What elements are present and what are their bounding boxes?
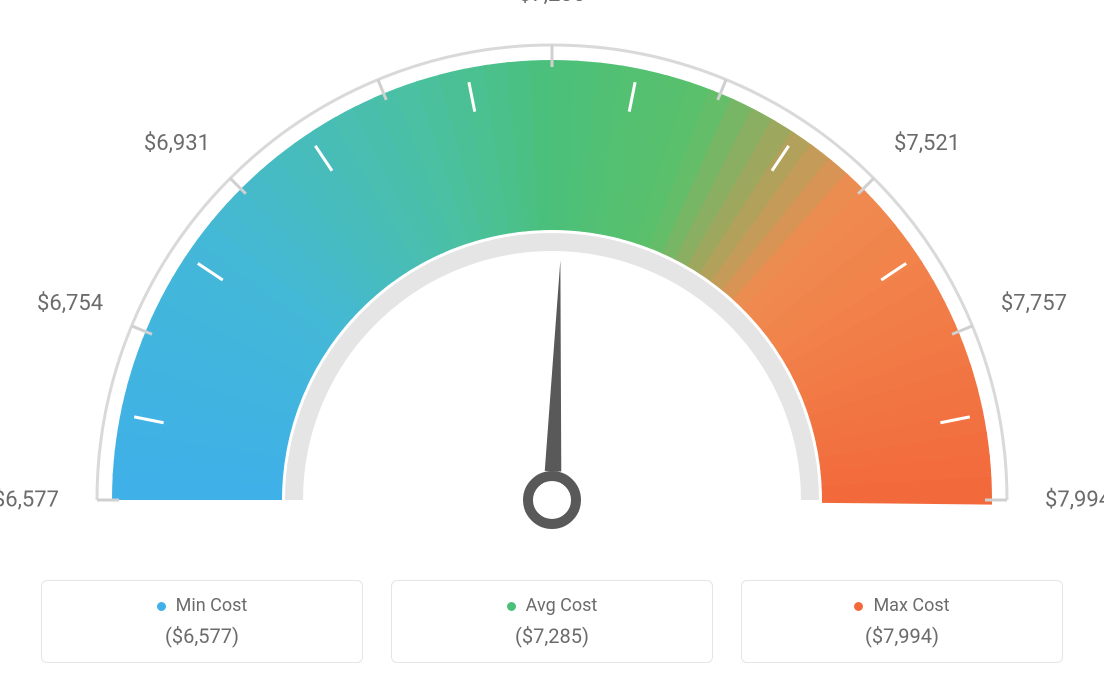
legend-max-label: Max Cost bbox=[873, 595, 949, 616]
legend-avg-value: ($7,285) bbox=[402, 624, 702, 648]
legend-card-min: Min Cost ($6,577) bbox=[41, 580, 363, 663]
gauge-tick-label: $7,994 bbox=[1045, 488, 1104, 513]
legend-min-label: Min Cost bbox=[176, 595, 248, 616]
gauge-tick-label: $6,754 bbox=[37, 291, 103, 316]
dot-icon bbox=[854, 602, 863, 611]
gauge-tick-label: $7,757 bbox=[1001, 291, 1067, 316]
gauge-tick-label: $6,931 bbox=[144, 131, 210, 156]
legend-max-title: Max Cost bbox=[752, 595, 1052, 616]
legend-avg-label: Avg Cost bbox=[526, 595, 598, 616]
legend-min-value: ($6,577) bbox=[52, 624, 352, 648]
dot-icon bbox=[157, 602, 166, 611]
legend-avg-title: Avg Cost bbox=[402, 595, 702, 616]
legend-max-value: ($7,994) bbox=[752, 624, 1052, 648]
gauge-tick-label: $7,285 bbox=[519, 0, 585, 7]
legend-row: Min Cost ($6,577) Avg Cost ($7,285) Max … bbox=[0, 580, 1104, 663]
legend-min-title: Min Cost bbox=[52, 595, 352, 616]
legend-card-avg: Avg Cost ($7,285) bbox=[391, 580, 713, 663]
legend-card-max: Max Cost ($7,994) bbox=[741, 580, 1063, 663]
cost-gauge bbox=[0, 0, 1104, 560]
gauge-tick-label: $6,577 bbox=[0, 488, 59, 513]
gauge-tick-label: $7,521 bbox=[894, 131, 960, 156]
dot-icon bbox=[507, 602, 516, 611]
